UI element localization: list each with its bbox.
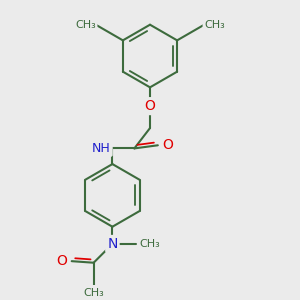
Text: CH₃: CH₃ (83, 288, 104, 298)
Text: CH₃: CH₃ (139, 239, 160, 249)
Text: CH₃: CH₃ (75, 20, 96, 30)
Text: CH₃: CH₃ (204, 20, 225, 30)
Text: O: O (56, 254, 67, 268)
Text: NH: NH (92, 142, 111, 155)
Text: O: O (145, 99, 155, 113)
Text: O: O (163, 138, 173, 152)
Text: N: N (107, 237, 118, 251)
